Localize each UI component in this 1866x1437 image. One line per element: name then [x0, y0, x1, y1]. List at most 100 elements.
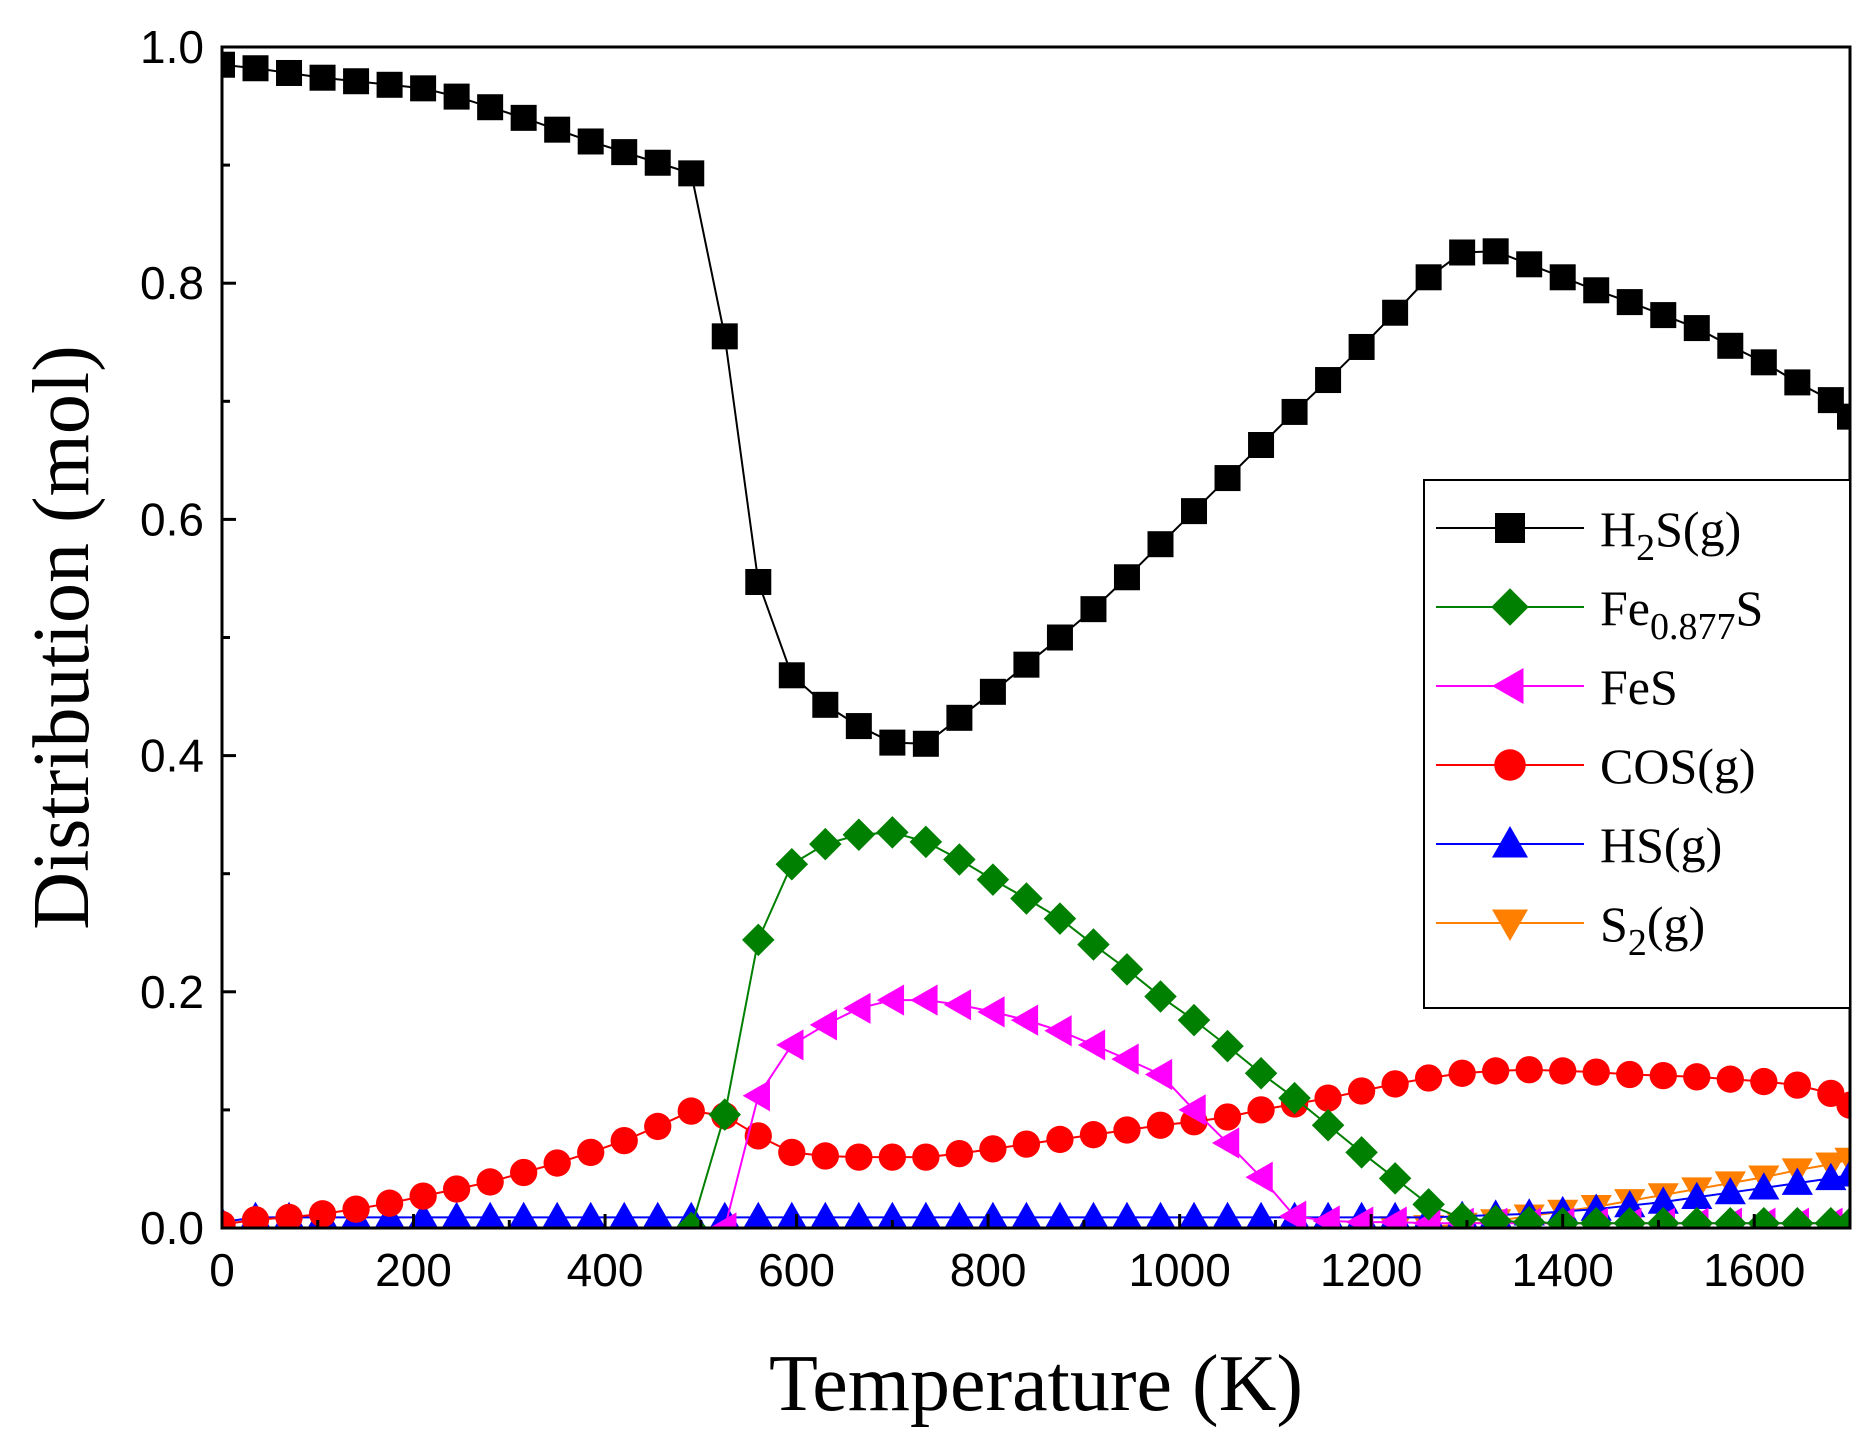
- legend-label: H2S(g): [1600, 501, 1741, 569]
- data-point: [408, 1201, 439, 1228]
- data-point: [1683, 315, 1710, 342]
- data-point: [742, 923, 775, 957]
- data-point: [742, 1080, 770, 1112]
- series-square: [222, 51, 1850, 757]
- data-point: [610, 1126, 638, 1155]
- y-tick-label: 0.4: [140, 730, 204, 782]
- x-tick-label: 1000: [1128, 1244, 1230, 1296]
- data-point: [743, 1201, 774, 1228]
- data-point: [678, 160, 705, 187]
- data-point: [1549, 264, 1576, 291]
- data-point: [1111, 1201, 1142, 1228]
- data-point: [1046, 1125, 1074, 1154]
- data-point: [441, 1201, 472, 1228]
- data-point: [275, 1203, 303, 1228]
- data-point: [845, 1143, 873, 1171]
- data-point: [1281, 398, 1308, 425]
- data-point: [644, 1112, 672, 1141]
- data-point: [910, 1201, 941, 1228]
- data-point: [809, 1009, 838, 1041]
- data-point: [1077, 1029, 1106, 1061]
- data-point: [877, 1201, 908, 1228]
- data-point: [1179, 1201, 1209, 1228]
- data-point: [443, 83, 470, 110]
- data-point: [1616, 1060, 1644, 1089]
- legend-entry: HS(g): [1436, 817, 1722, 873]
- data-point: [1717, 332, 1744, 359]
- data-point: [708, 1098, 742, 1131]
- data-point: [222, 1210, 236, 1228]
- data-point: [1347, 1077, 1376, 1105]
- x-tick-label: 600: [758, 1244, 835, 1296]
- data-point: [609, 1201, 640, 1228]
- data-point: [745, 568, 772, 595]
- legend-label-main: Fe: [1600, 580, 1650, 636]
- data-point: [1314, 1084, 1342, 1112]
- data-point: [1583, 277, 1610, 304]
- data-point: [842, 818, 876, 851]
- legend-label-subscript: 0.877: [1650, 606, 1736, 648]
- data-point: [1315, 367, 1342, 394]
- data-point: [1012, 1130, 1041, 1158]
- data-point: [876, 816, 909, 849]
- data-point: [1381, 1070, 1409, 1098]
- data-point: [376, 71, 403, 98]
- data-point: [1011, 1201, 1042, 1228]
- data-point: [642, 1201, 673, 1228]
- data-point: [1448, 1059, 1476, 1087]
- data-point: [1177, 1003, 1211, 1037]
- series-layer: [222, 51, 1850, 1228]
- x-tick-label: 800: [950, 1244, 1027, 1296]
- data-point: [778, 662, 805, 689]
- data-point: [1111, 1043, 1139, 1075]
- data-point: [510, 104, 537, 131]
- data-point: [1681, 1181, 1713, 1209]
- data-point: [1378, 1162, 1412, 1195]
- y-tick-label: 0.8: [140, 257, 204, 309]
- data-point: [1836, 1091, 1850, 1119]
- data-point: [1748, 1172, 1780, 1200]
- legend-label-main: S: [1600, 896, 1628, 952]
- data-point: [909, 825, 943, 859]
- data-point: [811, 1142, 839, 1170]
- x-tick-label: 1400: [1512, 1244, 1614, 1296]
- data-point: [1382, 299, 1409, 326]
- legend-label: S2(g): [1600, 896, 1705, 964]
- data-point: [1649, 1062, 1677, 1090]
- data-point: [1044, 1201, 1075, 1228]
- data-point: [1010, 1004, 1039, 1036]
- y-tick-label: 0.6: [140, 493, 204, 545]
- data-point: [1414, 1064, 1443, 1092]
- data-point: [1181, 498, 1208, 525]
- data-point: [1278, 1081, 1311, 1115]
- data-point: [778, 1138, 806, 1167]
- data-point: [843, 1201, 874, 1228]
- data-point: [308, 1200, 337, 1228]
- legend-label-tail: (g): [1647, 896, 1705, 952]
- y-tick-label: 1.0: [140, 21, 204, 73]
- legend-marker: [1491, 588, 1529, 626]
- data-point: [1716, 1065, 1744, 1093]
- legend-label-main: COS(g): [1600, 738, 1756, 794]
- x-axis-title: Temperature (K): [769, 1340, 1303, 1428]
- data-point: [1579, 1207, 1613, 1228]
- data-point: [1482, 1057, 1510, 1085]
- data-point: [375, 1189, 404, 1217]
- data-point: [744, 1122, 772, 1150]
- data-point: [543, 1149, 571, 1177]
- data-point: [1178, 1094, 1206, 1126]
- legend-marker: [1492, 826, 1528, 858]
- series-diamond: [674, 816, 1850, 1228]
- data-point: [1412, 1188, 1445, 1221]
- data-point: [1647, 1186, 1679, 1214]
- data-point: [709, 1212, 737, 1228]
- data-point: [1311, 1109, 1345, 1142]
- data-point: [1784, 369, 1811, 396]
- data-point: [1449, 239, 1476, 266]
- data-point: [775, 848, 809, 881]
- data-point: [508, 1201, 539, 1228]
- data-point: [1582, 1058, 1610, 1086]
- data-point: [1110, 953, 1144, 986]
- legend-label-subscript: 2: [1628, 922, 1647, 964]
- data-point: [979, 678, 1006, 705]
